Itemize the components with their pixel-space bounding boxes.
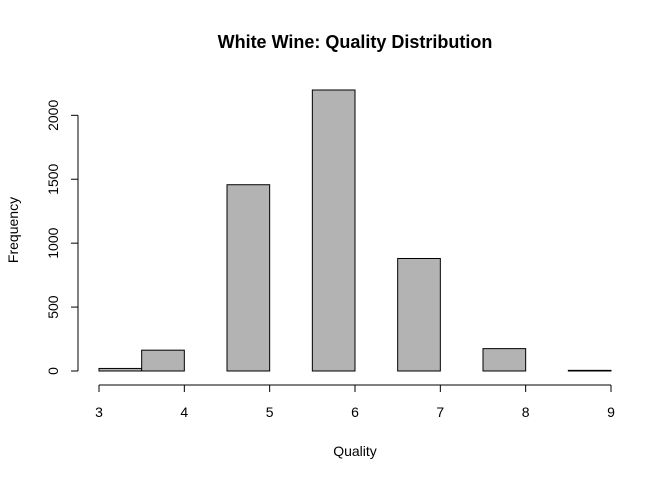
bars-group	[98, 89, 612, 372]
x-tick-label: 3	[95, 404, 103, 420]
y-axis-label: Frequency	[5, 197, 21, 263]
chart-title: White Wine: Quality Distribution	[218, 32, 493, 52]
x-tick-label: 5	[266, 404, 274, 420]
x-axis: 3 4 5 6 7 8 9	[95, 384, 615, 420]
x-tick-label: 4	[180, 404, 188, 420]
histogram-bar-3	[226, 184, 271, 372]
y-tick-label: 1000	[45, 227, 61, 258]
histogram-bar-0	[98, 367, 143, 372]
x-tick-label: 8	[522, 404, 530, 420]
histogram-bar-11	[567, 369, 612, 372]
histogram-bar-5	[311, 89, 356, 372]
x-tick-label: 7	[436, 404, 444, 420]
y-tick-label: 2000	[45, 100, 61, 131]
y-tick-label: 1500	[45, 163, 61, 194]
y-tick-label: 0	[45, 367, 61, 375]
histogram-bar-1	[141, 349, 185, 372]
histogram-bar-9	[482, 348, 527, 372]
x-tick-label: 9	[607, 404, 615, 420]
x-axis-label: Quality	[333, 443, 377, 459]
x-tick-label: 6	[351, 404, 359, 420]
y-axis: 0 500 1000 1500 2000	[45, 100, 79, 375]
histogram-bar-7	[397, 257, 441, 372]
y-tick-label: 500	[45, 295, 61, 319]
